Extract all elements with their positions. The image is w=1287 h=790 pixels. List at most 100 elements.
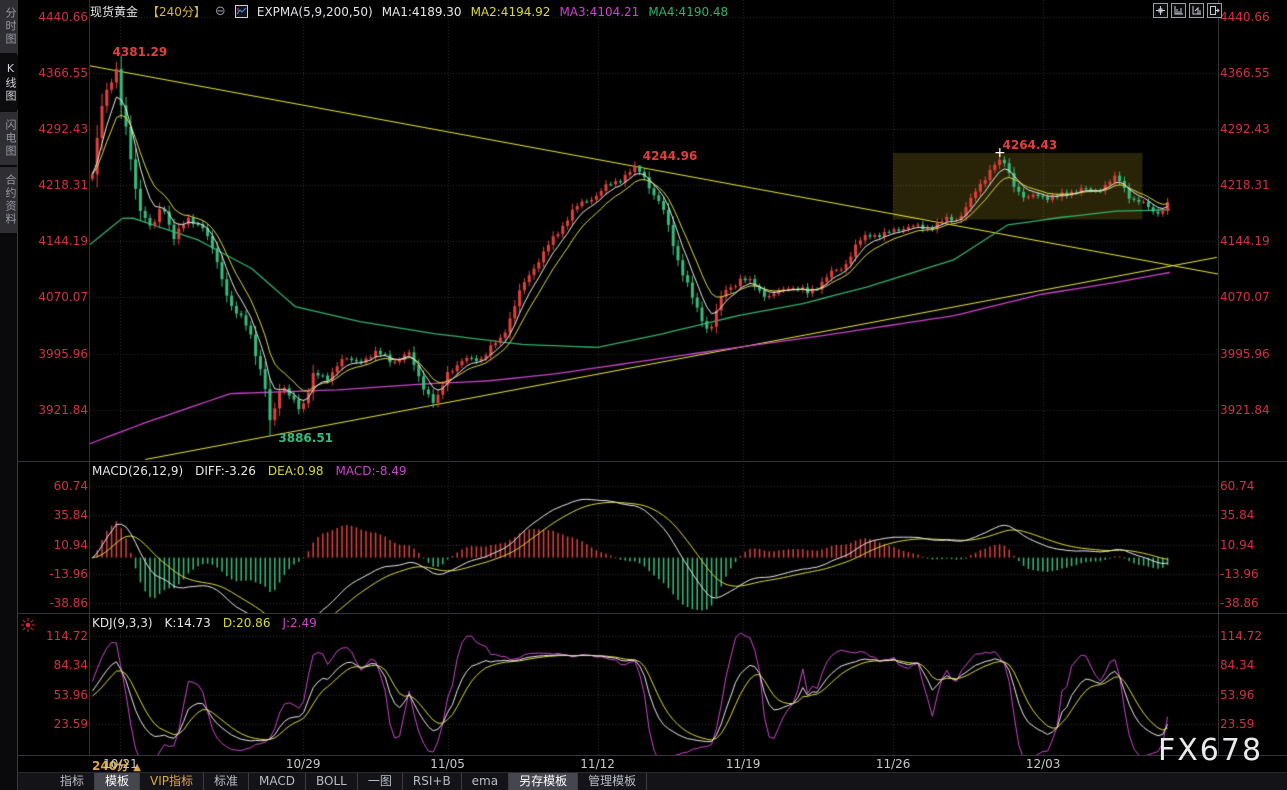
price-annotation: 3886.51 <box>278 431 334 446</box>
axis-tick-label-right: 3921.84 <box>1220 402 1270 417</box>
kdj-indicator-chart[interactable] <box>90 613 1218 755</box>
axis-tick-label-left: 3995.96 <box>38 346 88 361</box>
axis-tick-label-right: 4440.66 <box>1220 9 1270 24</box>
compress-y-axis-icon[interactable] <box>1189 3 1204 18</box>
axis-tick-label-right: 4292.43 <box>1220 122 1270 137</box>
toolbar-button-8[interactable]: ema <box>462 773 510 790</box>
plot-left-border <box>89 0 90 755</box>
axis-tick-label-left: 4440.66 <box>38 9 88 24</box>
expma-icon <box>234 5 248 18</box>
peak-cross-marker: + <box>994 144 1006 161</box>
axis-tick-label-right: 3995.96 <box>1220 346 1270 361</box>
toolbar-button-10[interactable]: 管理模板 <box>578 773 648 790</box>
pan-icon[interactable] <box>1153 3 1168 18</box>
axis-tick-label-left: 53.96 <box>53 687 88 702</box>
axis-tick-label-left: 114.72 <box>46 629 88 644</box>
macd-name[interactable]: MACD(26,12,9) <box>92 464 184 478</box>
sidebar-tab-3[interactable]: 合约资料 <box>0 167 18 233</box>
toolbar-button-9[interactable]: 另存模板 <box>509 773 579 790</box>
kdj-d-value: D:20.86 <box>222 616 271 630</box>
macd-indicator-chart[interactable] <box>90 461 1218 613</box>
bottom-toolbar: 指标 模板 VIP指标 标准 MACD BOLL 一图 RSI+B ema 另存模板 管理模板 <box>18 772 1287 790</box>
main-candlestick-chart[interactable] <box>90 0 1218 461</box>
kdj-legend: KDJ(9,3,3) K:14.73 D:20.86 J:2.49 <box>92 616 317 630</box>
toolbar-button-6[interactable]: 一图 <box>358 773 403 790</box>
axis-tick-label-right: 10.94 <box>1220 537 1255 552</box>
x-axis-date-label: 11/19 <box>725 757 761 771</box>
macd-kdj-divider[interactable] <box>18 613 1287 614</box>
ma3-value: MA3:4104.21 <box>559 4 640 19</box>
axis-tick-label-left: 10.94 <box>53 537 88 552</box>
price-annotation: 4244.96 <box>642 148 698 163</box>
price-annotation: 4264.43 <box>1002 138 1058 153</box>
period-label[interactable]: 【240分】 <box>147 5 206 19</box>
alert-burst-icon[interactable] <box>20 617 36 633</box>
exit-icon[interactable] <box>1207 3 1222 18</box>
x-axis-date-label: 12/03 <box>1025 757 1061 771</box>
chevron-up-icon: ▲ <box>133 762 141 773</box>
kdj-j-value: J:2.49 <box>282 616 317 630</box>
indicator-name[interactable]: EXPMA(5,9,200,50) <box>256 4 373 19</box>
ma2-value: MA2:4194.92 <box>470 4 551 19</box>
axis-tick-label-right: 35.84 <box>1220 508 1255 523</box>
axis-tick-label-left: 3921.84 <box>38 402 88 417</box>
axis-tick-label-left: 23.59 <box>53 716 88 731</box>
x-axis-date-label: 11/12 <box>580 757 615 771</box>
x-axis-date-label: 10/29 <box>285 757 321 771</box>
macd-dea-value: DEA:0.98 <box>267 464 324 478</box>
axis-tick-label-right: 4366.55 <box>1220 66 1270 80</box>
price-annotation: 4381.29 <box>112 45 168 60</box>
sidebar-tab-2[interactable]: 闪电图 <box>0 112 18 165</box>
toolbar-button-4[interactable]: MACD <box>249 773 307 790</box>
toolbar-button-7[interactable]: RSI+B <box>403 773 462 790</box>
x-axis-date-label: 11/05 <box>430 757 465 771</box>
axis-tick-label-right: 60.74 <box>1220 479 1255 494</box>
left-sidebar: 分时图 K线图闪电图合约资料 <box>0 0 18 790</box>
toolbar-button-5[interactable]: BOLL <box>306 773 358 790</box>
plot-right-border <box>1218 0 1219 755</box>
symbol-name: 现货黄金 <box>90 5 139 19</box>
macd-bar-value: MACD:-8.49 <box>335 464 407 478</box>
axis-tick-label-left: 4366.55 <box>38 66 88 80</box>
axis-tick-label-left: 4292.43 <box>38 122 88 137</box>
axis-tick-label-left: 60.74 <box>53 479 88 494</box>
macd-diff-value: DIFF:-3.26 <box>195 464 256 478</box>
toolbar-button-0[interactable]: 指标 <box>50 773 96 790</box>
toolbar-button-1[interactable]: 模板 <box>95 773 141 790</box>
axis-tick-label-left: -38.86 <box>49 596 88 611</box>
ma4-value: MA4:4190.48 <box>648 4 729 19</box>
axis-tick-label-left: 4144.19 <box>38 234 88 249</box>
kdj-k-value: K:14.73 <box>164 616 211 630</box>
sidebar-tab-1[interactable]: K线图 <box>0 55 18 110</box>
x-axis-date-label: 11/26 <box>875 757 911 771</box>
axis-tick-label-left: 35.84 <box>53 508 88 523</box>
axis-tick-label-left: -13.96 <box>49 567 88 582</box>
compress-x-axis-icon[interactable] <box>1171 3 1186 18</box>
kdj-name[interactable]: KDJ(9,3,3) <box>92 616 153 630</box>
period-selector[interactable]: 240分 ▲ <box>92 759 141 773</box>
ma1-value: MA1:4189.30 <box>381 4 462 19</box>
axis-tick-label-left: 84.34 <box>53 658 88 673</box>
chart-content: 现货黄金 【240分】 ⊖ EXPMA(5,9,200,50) MA1:4189… <box>18 0 1287 790</box>
toolbar-button-3[interactable]: 标准 <box>204 773 250 790</box>
x-axis-row: 240分 ▲ 10/21 10/29 11/05 11/12 11/19 11/26 12/… <box>18 755 1287 773</box>
axis-tick-label-right: 4070.07 <box>1220 290 1270 305</box>
chart-window-controls <box>1153 3 1222 18</box>
axis-tick-label-right: 23.59 <box>1220 716 1255 731</box>
sidebar-tab-0[interactable]: 分时图 <box>0 0 18 53</box>
toolbar-button-2[interactable]: VIP指标 <box>140 773 205 790</box>
axis-tick-label-right: 4144.19 <box>1220 234 1270 249</box>
axis-tick-label-left: 4070.07 <box>38 290 88 305</box>
collapse-icon[interactable]: ⊖ <box>214 4 226 19</box>
axis-tick-label-right: -13.96 <box>1220 567 1259 582</box>
axis-tick-label-right: 53.96 <box>1220 687 1255 702</box>
toolbar-spacer <box>18 773 50 790</box>
axis-tick-label-right: 84.34 <box>1220 658 1255 673</box>
axis-tick-label-right: 114.72 <box>1220 629 1262 644</box>
x-axis-date-label: 10/21 <box>103 757 138 771</box>
main-macd-divider[interactable] <box>18 461 1287 462</box>
main-chart-legend: 现货黄金 【240分】 ⊖ EXPMA(5,9,200,50) MA1:4189… <box>90 3 728 20</box>
axis-tick-label-right: 4218.31 <box>1220 178 1270 193</box>
macd-legend: MACD(26,12,9) DIFF:-3.26 DEA:0.98 MACD:-… <box>92 464 407 478</box>
